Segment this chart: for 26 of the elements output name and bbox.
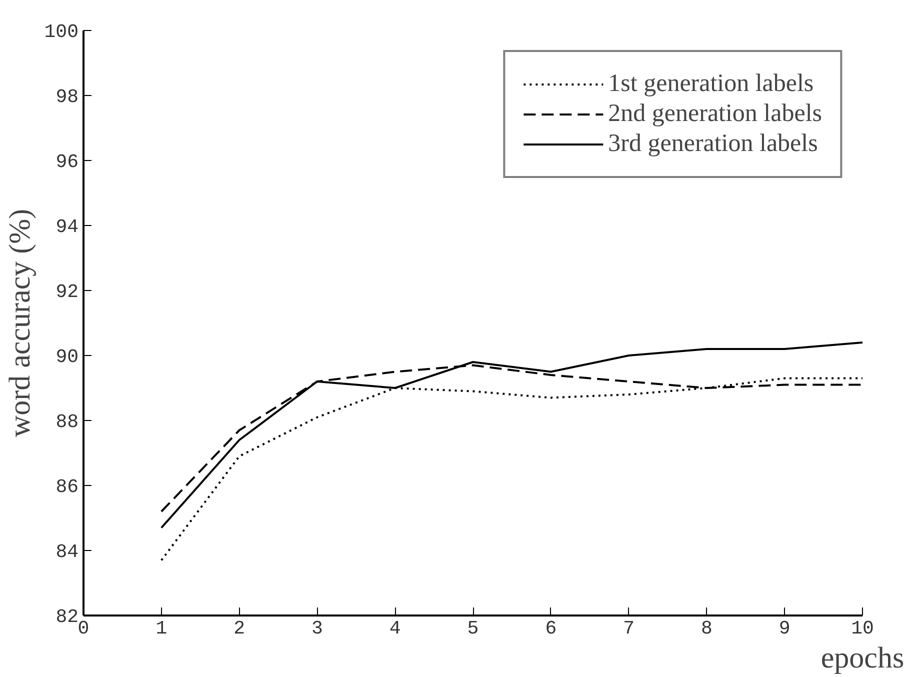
y-tick-label: 90	[56, 346, 79, 368]
x-tick-label: 7	[623, 618, 635, 640]
y-tick-label: 96	[56, 151, 79, 173]
y-tick-label: 88	[56, 411, 79, 433]
x-tick-label: 2	[234, 618, 246, 640]
x-tick-label: 5	[467, 618, 479, 640]
y-tick-label: 94	[56, 216, 79, 238]
y-tick-label: 86	[56, 476, 79, 498]
y-tick-label: 100	[44, 21, 79, 43]
y-tick-label: 92	[56, 281, 79, 303]
legend-label: 2nd generation labels	[608, 100, 822, 128]
legend-label: 1st generation labels	[608, 70, 814, 98]
x-tick-label: 10	[851, 618, 874, 640]
x-tick-label: 9	[778, 618, 790, 640]
x-tick-label: 4	[389, 618, 401, 640]
x-tick-label: 1	[156, 618, 168, 640]
y-tick-label: 98	[56, 86, 79, 108]
x-tick-label: 3	[312, 618, 323, 640]
x-tick-label: 8	[701, 618, 712, 640]
y-axis-title: word accuracy (%)	[3, 208, 36, 438]
x-axis-title: epochs	[820, 642, 904, 674]
x-tick-label: 6	[545, 618, 557, 640]
x-tick-label: 0	[78, 618, 90, 640]
legend-label: 3rd generation labels	[608, 130, 818, 158]
y-tick-label: 82	[56, 606, 79, 628]
y-tick-label: 84	[56, 541, 79, 563]
